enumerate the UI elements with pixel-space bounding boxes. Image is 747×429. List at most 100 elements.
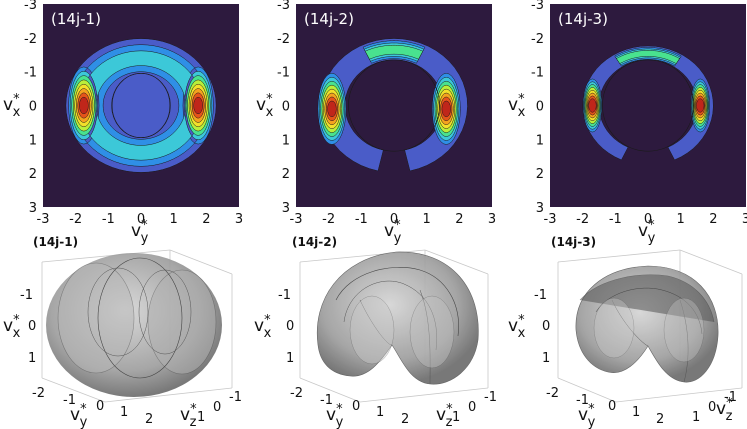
x-tick-label: 2	[709, 212, 717, 227]
svg-text:1: 1	[452, 410, 460, 425]
y-tick-label: -3	[24, 0, 37, 13]
x-tick-label: -2	[69, 212, 82, 227]
svg-text:v*y: v* y	[131, 218, 149, 246]
box-frame	[41, 249, 233, 403]
svg-text:-1: -1	[320, 393, 333, 408]
panel-title: (14j-3)	[558, 10, 608, 28]
y-axis-label-3: v* x	[508, 92, 526, 120]
svg-text:v*x: v* x	[3, 92, 21, 120]
svg-text:v*x: v* x	[508, 92, 526, 120]
contour-level-9	[79, 97, 203, 114]
contour-level-5	[321, 84, 457, 133]
svg-text:-1: -1	[278, 288, 291, 303]
y-tick-label: -1	[531, 66, 544, 81]
svg-text:1: 1	[286, 351, 294, 366]
svg-text:1: 1	[692, 410, 700, 425]
contour-level-9	[327, 100, 451, 117]
vy-axis-label: v* y	[578, 402, 596, 429]
x-tick-label: 1	[677, 212, 685, 227]
y-tick-label: 3	[536, 201, 544, 216]
svg-text:-1: -1	[534, 288, 547, 303]
x-axis-label-3: v* y	[638, 218, 656, 246]
x-tick-label: -1	[609, 212, 622, 227]
x-tick-label: 3	[742, 212, 747, 227]
y-tick-label: 1	[282, 133, 290, 148]
x-tick-label: 0	[390, 212, 398, 227]
contour-level-5	[585, 87, 708, 124]
vz-tick-labels: -1 0 1	[197, 390, 242, 425]
vy-axis-label: v* y	[326, 402, 344, 429]
vy-axis-label: v* y	[70, 402, 88, 429]
x-tick-label: -1	[355, 212, 368, 227]
y-tick-label: 2	[282, 167, 290, 182]
vx-tick-labels: -1 0 1	[20, 288, 36, 366]
y-tick-label: 2	[536, 167, 544, 182]
x-tick-label: 2	[202, 212, 210, 227]
svg-text:0: 0	[708, 400, 716, 415]
svg-text:-1: -1	[576, 393, 589, 408]
vz-axis-label: v* z	[436, 402, 453, 429]
svg-text:0: 0	[286, 319, 294, 334]
y-tick-labels: -3 -2 -1 0 1 2 3	[277, 0, 290, 216]
svg-text:-2: -2	[290, 386, 303, 401]
svg-text:-1: -1	[63, 393, 76, 408]
panel-title: (14j-3)	[551, 235, 596, 249]
panel-title: (14j-1)	[51, 10, 101, 28]
vy-tick-labels: -2 -1 0 1 2	[32, 386, 153, 427]
y-tick-label: -2	[24, 32, 37, 47]
isosurface-panel-3: (14j-3) -1 0 1 -2 -1 0 1	[508, 235, 743, 429]
vz-tick-labels: -1 0 1	[692, 390, 737, 425]
contour-level-8	[325, 96, 453, 122]
x-tick-label: 2	[455, 212, 463, 227]
vz-axis-label: v* z	[716, 396, 733, 424]
svg-text:v*y: v* y	[384, 218, 402, 246]
y-tick-label: -2	[531, 32, 544, 47]
inner-ring-edge	[602, 59, 694, 152]
x-tick-label: 3	[488, 212, 496, 227]
contour-level-6	[323, 88, 456, 129]
svg-text:1: 1	[632, 405, 640, 420]
y-axis-label-2: v* x	[256, 92, 274, 120]
x-axis-label-2: v* y	[384, 218, 402, 246]
y-tick-label: 0	[29, 100, 37, 115]
isosurface-shell	[316, 251, 479, 385]
svg-text:0: 0	[96, 399, 104, 414]
x-tick-label: 1	[423, 212, 431, 227]
y-tick-label: -2	[277, 32, 290, 47]
svg-text:1: 1	[28, 351, 36, 366]
contour-level-1	[582, 45, 714, 161]
y-tick-label: -1	[24, 66, 37, 81]
contour-panel-3: (14j-3) -3 -2 -1 0 1 2 3 -3 -2 -1 0 1 2 3	[531, 0, 747, 227]
y-tick-label: -3	[277, 0, 290, 13]
svg-text:1: 1	[197, 410, 205, 425]
inner-ring-edge	[348, 59, 440, 152]
x-tick-labels: -3 -2 -1 0 1 2 3	[37, 212, 244, 227]
contour-level-8	[587, 95, 706, 116]
svg-text:-1: -1	[229, 390, 242, 405]
y-tick-label: -3	[531, 0, 544, 13]
plot-area-background	[550, 4, 746, 207]
inner-ring-edge	[111, 73, 171, 138]
svg-text:v*x: v* x	[256, 92, 274, 120]
y-tick-label: 1	[29, 133, 37, 148]
x-tick-label: -3	[544, 212, 557, 227]
contour-level-7	[76, 88, 206, 123]
vz-tick-labels: -1 0 1	[452, 390, 497, 425]
svg-text:0: 0	[28, 319, 36, 334]
isosurface-panel-2: (14j-2) -1 0 1 -2 -1 0 1	[254, 235, 497, 429]
contour-level-6	[586, 89, 707, 122]
svg-text:0: 0	[213, 400, 221, 415]
y-tick-labels: -3 -2 -1 0 1 2 3	[531, 0, 544, 216]
y-tick-label: 3	[282, 201, 290, 216]
x-tick-label: 3	[235, 212, 243, 227]
y-axis-label-1: v* x	[3, 92, 21, 120]
isosurface-shell	[46, 253, 222, 397]
x-tick-label: -2	[322, 212, 335, 227]
x-tick-label: -3	[290, 212, 303, 227]
contour-level-3	[69, 50, 213, 161]
svg-text:-1: -1	[20, 288, 33, 303]
vx-axis-label: v* x	[508, 313, 526, 341]
panel-title: (14j-2)	[292, 235, 337, 249]
svg-text:-1: -1	[484, 390, 497, 405]
x-tick-labels: -3 -2 -1 0 1 2 3	[544, 212, 747, 227]
